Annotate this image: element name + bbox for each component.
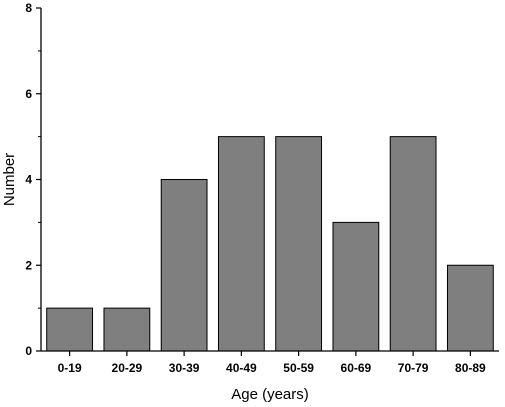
bars-group (46, 136, 494, 352)
bar-70-79 (389, 136, 437, 352)
x-tick-label: 50-59 (283, 361, 314, 375)
y-axis-title: Number (1, 153, 18, 206)
bar-40-49 (217, 136, 265, 352)
y-tick-label: 8 (25, 1, 32, 15)
y-ticks-group: 0 2 4 6 8 (25, 1, 41, 358)
x-axis-title: Age (years) (231, 386, 309, 403)
bar-30-39 (160, 179, 208, 352)
bar-60-69 (332, 221, 380, 352)
x-tick-label: 20-29 (112, 361, 143, 375)
x-tick-label: 30-39 (169, 361, 200, 375)
y-tick-label: 6 (25, 87, 32, 101)
y-tick-label: 0 (25, 344, 32, 358)
x-ticks-group: 0-19 20-29 30-39 40-49 50-59 60-69 70-79 80-89 (58, 351, 486, 375)
bar-50-59 (275, 136, 323, 352)
x-tick-label: 70-79 (398, 361, 429, 375)
y-tick-label: 4 (25, 173, 32, 187)
bar-80-89 (446, 264, 494, 352)
x-tick-label: 80-89 (455, 361, 486, 375)
x-tick-label: 60-69 (341, 361, 372, 375)
bar-20-29 (103, 307, 151, 352)
bar-0-19 (46, 307, 94, 352)
y-tick-label: 2 (25, 258, 32, 272)
x-tick-label: 40-49 (226, 361, 257, 375)
x-tick-label: 0-19 (58, 361, 82, 375)
